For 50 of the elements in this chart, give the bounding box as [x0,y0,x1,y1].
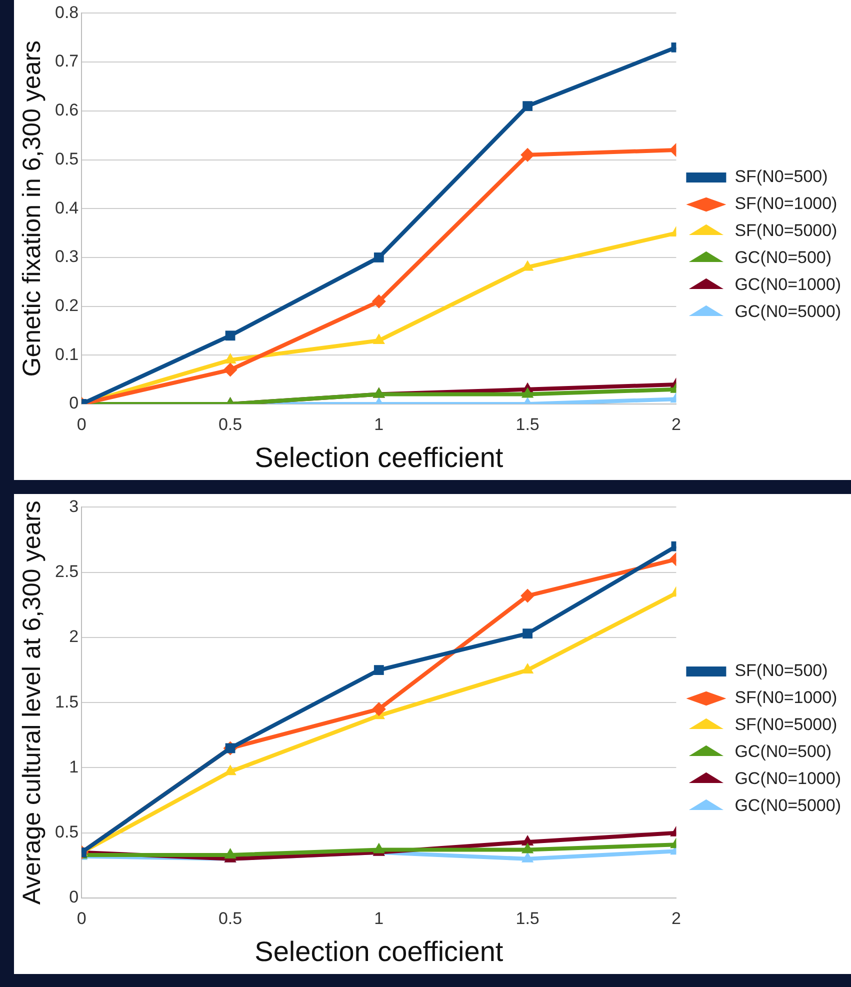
x-tick-label: 1 [374,908,384,928]
y-tick-label: 2.5 [54,562,79,582]
x-tick-label: 1.5 [516,908,540,928]
legend-label: SF(N0=5000) [734,715,838,734]
y-tick-label: 0.6 [54,100,79,120]
y-axis-title: Genetic fixation in 6,300 years [18,40,46,377]
point [224,353,236,364]
point [372,294,386,308]
legend-label: GC(N0=500) [734,742,832,762]
x-tick-label: 0.5 [218,908,242,928]
legend-label: GC(N0=1000) [734,275,842,294]
x-tick-label: 0.5 [218,414,242,434]
y-tick-label: 0.5 [54,149,79,168]
point [521,842,534,854]
legend-label: GC(N0=5000) [734,302,842,322]
y-tick-label: 2 [69,627,79,646]
point [372,842,385,854]
point [521,387,534,398]
y-tick-label: 0 [69,394,79,413]
legend-label: SF(N0=500) [734,661,828,680]
x-tick-label: 1 [374,414,384,434]
y-tick-label: 0.7 [54,52,79,71]
y-axis-title: Average cultural level at 6,300 years [18,500,46,905]
y-tick-label: 0.4 [54,198,79,218]
legend-label: SF(N0=1000) [734,688,838,708]
point [224,848,236,859]
legend-label: GC(N0=500) [734,248,832,268]
x-tick-label: 1.5 [516,414,540,434]
y-tick-label: 1 [69,757,79,776]
x-tick-label: 2 [671,414,681,434]
x-tick-label: 2 [671,908,681,928]
legend-label: SF(N0=1000) [734,194,838,214]
legend-label: GC(N0=5000) [734,796,842,816]
y-tick-label: 0.3 [54,247,79,266]
legend-label: SF(N0=500) [734,167,828,186]
point [521,834,534,846]
point [372,702,386,716]
y-tick-label: 0.8 [54,2,79,22]
y-tick-label: 0 [69,888,79,907]
y-tick-label: 0.5 [54,822,79,842]
point [374,665,384,675]
y-tick-label: 0.1 [54,344,79,364]
legend-label: GC(N0=1000) [734,769,842,788]
legend-label: SF(N0=5000) [734,221,838,240]
point [372,333,385,344]
y-tick-label: 1.5 [54,692,79,712]
y-tick-label: 3 [69,496,79,516]
y-tick-label: 0.2 [54,296,79,315]
x-axis-title: Selection ceefficient [254,442,504,473]
x-axis-title: Selection coefficient [254,936,504,967]
